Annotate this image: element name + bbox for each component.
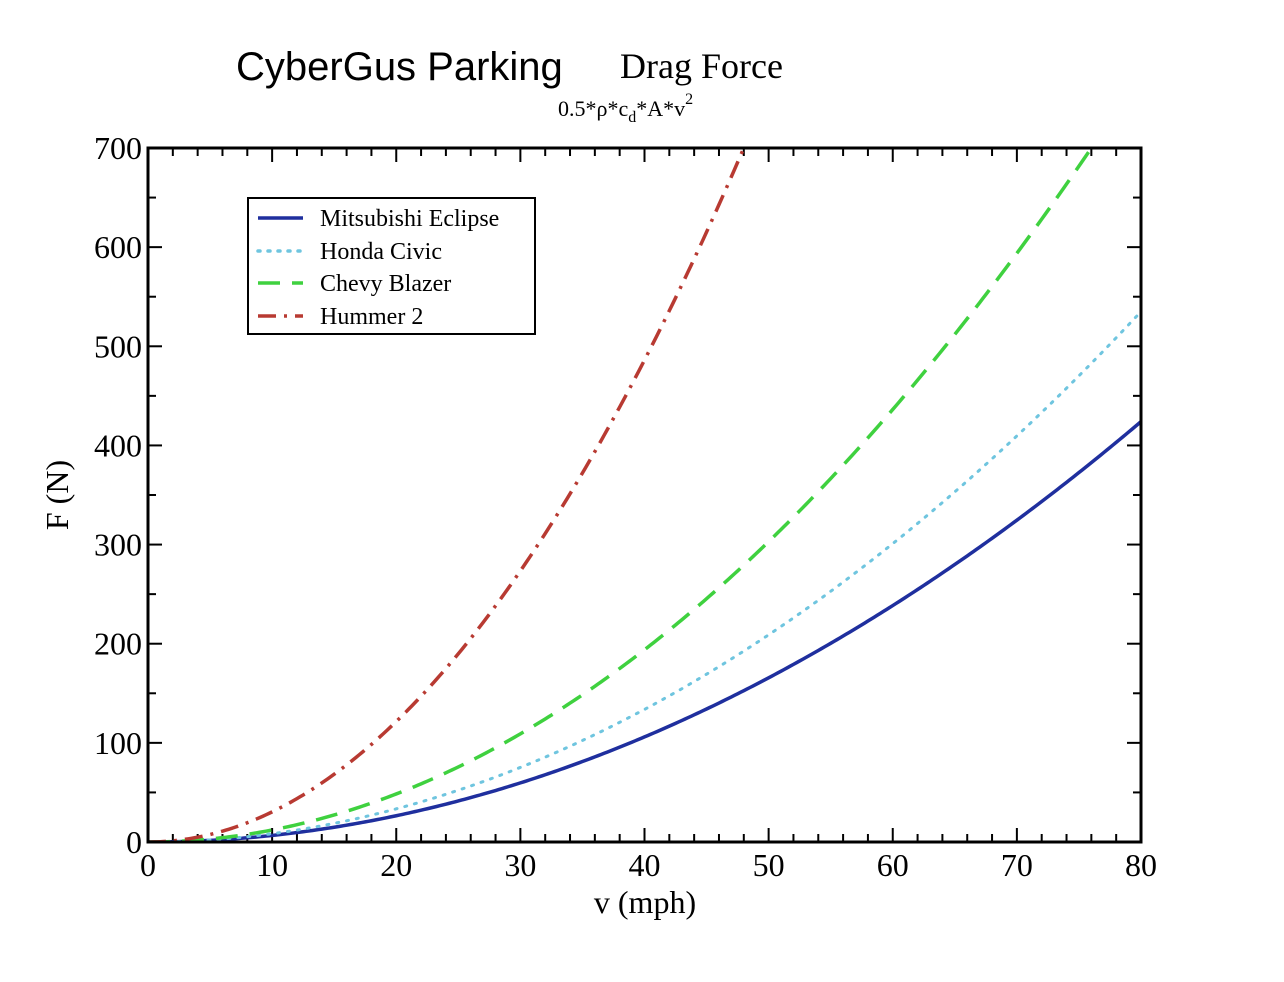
chart-subtitle: 0.5*ρ*cd*A*v2 bbox=[558, 91, 693, 126]
chart-title: Drag Force bbox=[620, 46, 783, 86]
y-tick-label: 200 bbox=[94, 626, 142, 662]
legend-label-0: Mitsubishi Eclipse bbox=[320, 206, 499, 232]
series-line-2 bbox=[148, 148, 1094, 842]
plot-frame bbox=[146, 146, 1143, 844]
y-tick-label: 0 bbox=[126, 824, 142, 860]
tick-labels: 0 10 20 30 40 50 60 70 80 0 100 200 300 400 500 600 700 bbox=[94, 130, 1157, 883]
legend-label-1: Honda Civic bbox=[320, 239, 442, 265]
y-tick-label: 700 bbox=[94, 130, 142, 166]
x-tick-label: 40 bbox=[629, 847, 661, 883]
y-tick-label: 500 bbox=[94, 328, 142, 364]
y-tick-label: 600 bbox=[94, 229, 142, 265]
subtitle-superscript: 2 bbox=[685, 91, 693, 108]
series-line-1 bbox=[148, 309, 1141, 842]
x-tick-label: 0 bbox=[140, 847, 156, 883]
brand-logo-text: CyberGus Parking bbox=[236, 45, 563, 89]
series-line-3 bbox=[148, 148, 746, 842]
y-tick-label: 300 bbox=[94, 527, 142, 563]
legend-box bbox=[247, 197, 536, 335]
x-tick-label: 70 bbox=[1001, 847, 1033, 883]
legend: Mitsubishi Eclipse Honda Civic Chevy Blaze… bbox=[247, 197, 536, 335]
subtitle-mid: *A*v bbox=[636, 96, 685, 121]
x-tick-label: 50 bbox=[753, 847, 785, 883]
x-axis-label: v (mph) bbox=[594, 884, 696, 920]
legend-label-2: Chevy Blazer bbox=[320, 271, 451, 297]
x-tick-label: 20 bbox=[380, 847, 412, 883]
x-tick-label: 80 bbox=[1125, 847, 1157, 883]
y-axis-label: F (N) bbox=[39, 460, 75, 530]
y-tick-label: 100 bbox=[94, 725, 142, 761]
y-tick-label: 400 bbox=[94, 427, 142, 463]
x-tick-label: 60 bbox=[877, 847, 909, 883]
subtitle-base: 0.5*ρ*c bbox=[558, 96, 628, 121]
subtitle-subscript: d bbox=[628, 109, 636, 126]
legend-label-3: Hummer 2 bbox=[320, 304, 423, 330]
x-tick-label: 30 bbox=[504, 847, 536, 883]
series-line-0 bbox=[148, 419, 1141, 842]
x-tick-label: 10 bbox=[256, 847, 288, 883]
series-lines bbox=[148, 148, 1141, 842]
